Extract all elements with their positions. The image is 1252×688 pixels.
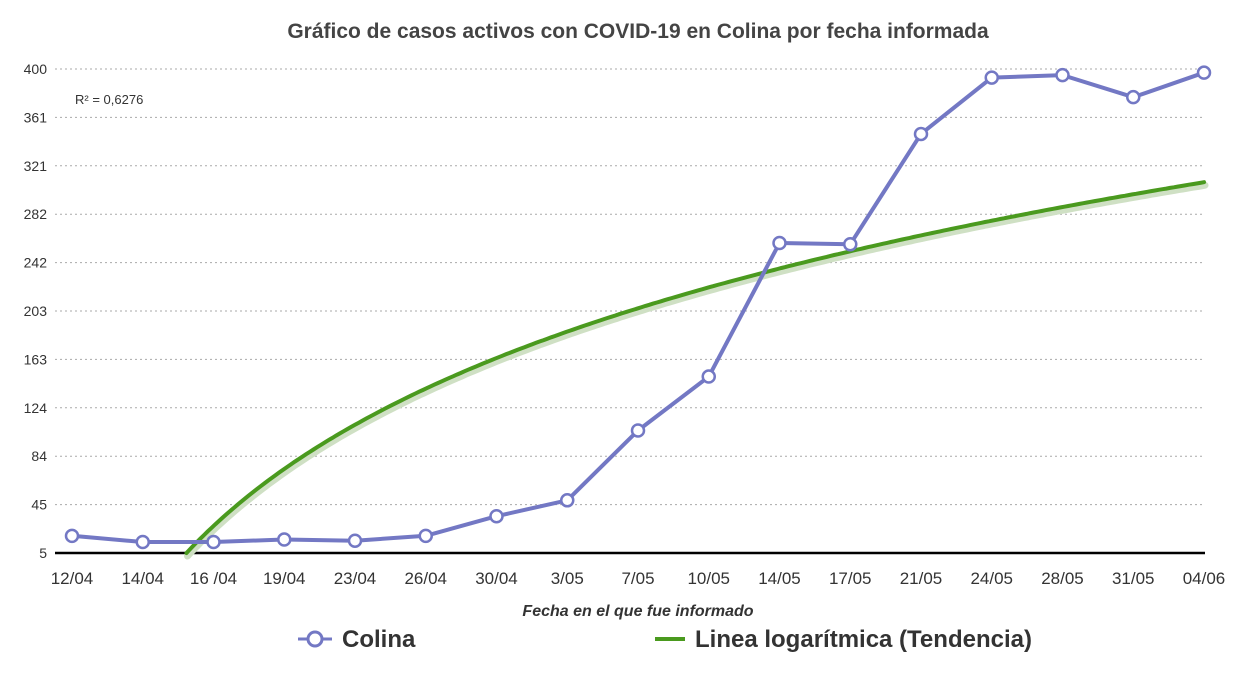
y-tick-label: 242 xyxy=(24,255,48,271)
y-tick-label: 84 xyxy=(31,448,47,464)
data-point-colina xyxy=(843,236,858,252)
x-tick-label: 17/05 xyxy=(829,569,872,588)
trend-layer xyxy=(184,180,1209,560)
y-tick-label: 321 xyxy=(24,158,48,174)
chart-title: Gráfico de casos activos con COVID-19 en… xyxy=(287,20,989,43)
x-tick-label: 3/05 xyxy=(551,569,584,588)
data-point-colina xyxy=(984,70,999,85)
data-point-colina xyxy=(772,235,787,251)
y-tick-label: 282 xyxy=(24,206,48,222)
r-squared-annotation: R² = 0,6276 xyxy=(75,92,143,107)
y-tick-label: 45 xyxy=(31,497,47,513)
x-tick-label: 30/04 xyxy=(475,569,518,588)
x-tick-label: 16 /04 xyxy=(190,569,237,588)
x-tick-label: 19/04 xyxy=(263,569,306,588)
trend-line-shadow xyxy=(184,181,1209,560)
x-tick-label: 24/05 xyxy=(970,569,1013,588)
data-point-colina xyxy=(1126,89,1141,105)
legend-label-trend: Linea logarítmica (Tendencia) xyxy=(695,626,1032,653)
y-tick-label: 361 xyxy=(24,109,48,125)
data-point-colina xyxy=(135,534,150,550)
data-point-colina xyxy=(277,532,292,547)
trend-line xyxy=(184,180,1206,555)
x-axis-ticks: 12/04 14/04 16 /04 19/04 23/04 26/04 30/04 3/05… xyxy=(51,569,1226,588)
legend-label-colina: Colina xyxy=(342,626,416,653)
x-tick-label: 04/06 xyxy=(1183,569,1226,588)
data-point-colina xyxy=(418,528,433,544)
y-tick-label: 124 xyxy=(24,400,48,416)
legend-item-trend: Linea logarítmica (Tendencia) xyxy=(655,626,1032,653)
x-axis-label: Fecha en el que fue informado xyxy=(522,603,753,620)
series-layer xyxy=(64,65,1212,550)
y-tick-label: 400 xyxy=(24,61,48,77)
data-point-colina xyxy=(206,534,221,550)
y-axis-ticks: 5 45 84 124 163 203 242 282 321 361 400 xyxy=(24,61,48,561)
x-tick-label: 10/05 xyxy=(687,569,730,588)
x-tick-label: 26/04 xyxy=(404,569,447,588)
y-tick-label: 203 xyxy=(24,303,48,319)
legend-marker-colina xyxy=(306,630,324,648)
data-point-colina xyxy=(1196,65,1212,80)
y-tick-label: 163 xyxy=(24,351,48,367)
y-tick-label: 5 xyxy=(39,545,47,561)
data-point-colina xyxy=(913,126,929,142)
data-point-colina xyxy=(630,423,646,438)
legend: Colina Linea logarítmica (Tendencia) xyxy=(298,626,1032,653)
data-point-colina xyxy=(347,533,363,548)
data-point-colina xyxy=(489,508,504,524)
data-point-colina xyxy=(560,493,575,508)
data-point-colina xyxy=(1055,67,1070,83)
x-tick-label: 21/05 xyxy=(900,569,943,588)
x-tick-label: 14/05 xyxy=(758,569,801,588)
legend-item-colina: Colina xyxy=(298,626,416,653)
data-point-colina xyxy=(64,528,80,544)
data-point-colina xyxy=(701,369,716,384)
x-tick-label: 12/04 xyxy=(51,569,94,588)
x-tick-label: 23/04 xyxy=(334,569,377,588)
x-tick-label: 28/05 xyxy=(1041,569,1084,588)
x-tick-label: 7/05 xyxy=(621,569,654,588)
x-tick-label: 31/05 xyxy=(1112,569,1155,588)
x-tick-label: 14/04 xyxy=(121,569,164,588)
